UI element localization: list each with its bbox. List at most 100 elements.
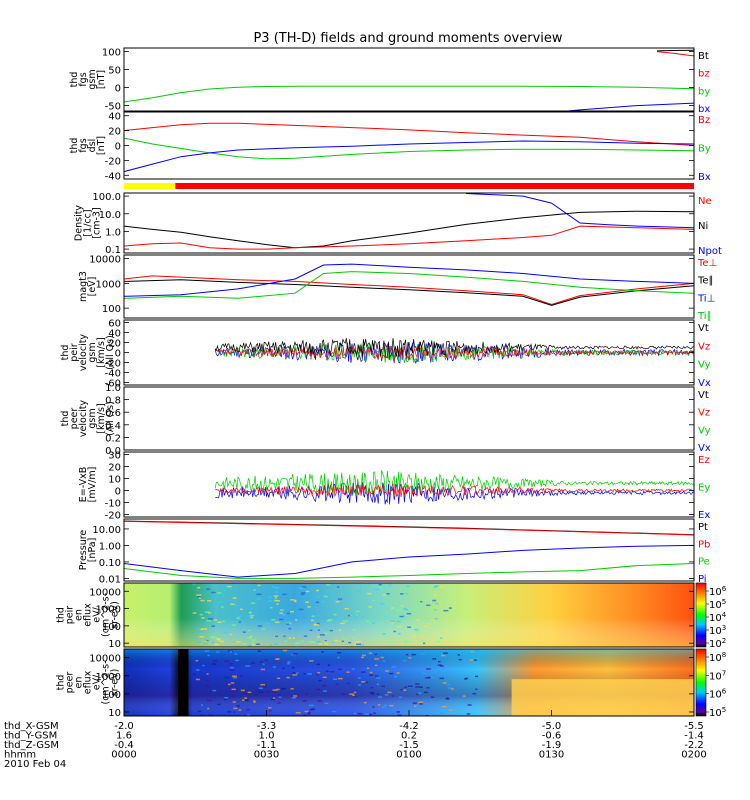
legend-entry: Ez	[698, 455, 710, 466]
panel-frame	[123, 582, 695, 648]
y-axis-label: thd	[60, 411, 71, 427]
y-axis-label: magt3	[78, 271, 89, 302]
legend-entry: Bx	[698, 172, 711, 183]
y-tick-label: 50	[108, 66, 121, 77]
status-bar-red	[175, 183, 695, 189]
legend-entry: Vy	[698, 360, 711, 371]
panel-frame	[123, 451, 695, 518]
panel-frame	[123, 47, 695, 112]
series-line-Bt	[656, 49, 694, 52]
legend-entry: Pi	[698, 574, 707, 585]
y-axis-label: Pressure	[78, 530, 89, 571]
legend-entry: Ti∥	[697, 311, 712, 322]
footer-value: -5.5	[684, 721, 704, 732]
series-line-Pi	[124, 544, 694, 578]
noise-trace	[214, 470, 694, 496]
y-tick-label: -40	[105, 171, 121, 182]
noise-trace	[214, 343, 694, 361]
series-line-by	[124, 85, 694, 103]
y-tick-label: 10	[108, 639, 121, 650]
y-tick-label: 30	[108, 450, 121, 461]
y-axis-label: [cm-3]	[92, 207, 103, 238]
footer-value: -2.0	[114, 721, 134, 732]
series-line-Pb	[124, 520, 694, 536]
noise-trace	[215, 483, 694, 498]
panel-plot-area	[124, 49, 694, 111]
y-tick-label: 1.00	[99, 541, 121, 552]
status-bar-yellow	[124, 183, 176, 189]
footer: thd_X-GSM -2.0 -3.3 -4.2 -5.0 -5.5 thd_Y-GSM 1.…	[4, 710, 707, 770]
spectrogram-texture	[193, 649, 480, 716]
series-line-Te∥	[124, 279, 694, 306]
legend-entry: by	[698, 86, 710, 97]
y-tick-label: 0	[115, 84, 121, 95]
legend-entry: Pb	[698, 539, 710, 550]
colorbar	[695, 648, 707, 717]
colorbar-tick-label: 106	[709, 585, 727, 598]
panel-plot-area	[124, 263, 694, 306]
y-axis-label: peir	[69, 343, 80, 362]
legend-entry: By	[698, 144, 711, 155]
panel-frame	[123, 111, 695, 180]
status-bar	[124, 183, 695, 189]
footer-value: 1.6	[116, 731, 132, 742]
spectrogram-hot-region	[511, 679, 694, 716]
panel-plot-area	[124, 583, 694, 647]
y-tick-label: 0.4	[105, 421, 121, 432]
y-tick-label: -10	[105, 499, 121, 510]
legend-entry: bx	[698, 104, 710, 115]
panel-peer-velocity: Vt Vz Vy Vx 1.0 0.80.6 0.40.2 0.0 thdpeervelocit…	[60, 383, 711, 457]
panel-frame	[123, 254, 695, 319]
y-axis-label: (All Qs)	[105, 401, 116, 436]
y-axis-label: [km/s]	[96, 403, 107, 433]
y-tick-label: 10.0	[99, 210, 121, 221]
y-axis-label: E=-VxB	[78, 467, 89, 502]
panel-frame	[123, 192, 695, 254]
y-axis-label: dsl	[87, 139, 98, 153]
y-axis-label: gsm	[87, 69, 98, 89]
colorbar-tick-label: 105	[709, 598, 726, 611]
y-tick-label: -20	[105, 511, 121, 522]
footer-value: 0.2	[401, 731, 417, 742]
footer-value: -1.9	[542, 740, 562, 751]
y-axis-label: sr-eV)	[110, 669, 121, 697]
footer-row-label: thd_X-GSM	[4, 721, 59, 732]
series-line-Bx	[124, 140, 694, 173]
footer-value: 0130	[539, 750, 564, 761]
legend-entry: Ne	[698, 196, 712, 207]
y-tick-label: 20	[108, 127, 121, 138]
y-tick-label: -20	[105, 156, 121, 167]
panel-temperature: Te⊥ Te∥ Ti⊥ Ti∥ 10000 1000 100 magt3[eV]	[78, 254, 717, 322]
footer-value: -1.4	[684, 731, 704, 742]
y-tick-label: 20	[108, 462, 121, 473]
legend-entry: Bz	[698, 115, 710, 126]
legend-entry: Vz	[698, 408, 710, 419]
legend-entry: Bt	[698, 51, 709, 62]
y-axis-label: thd	[69, 138, 80, 154]
footer-value: -2.2	[684, 740, 704, 751]
y-axis-label: [nT]	[96, 136, 107, 155]
colorbar-tick-label: 103	[709, 624, 726, 637]
legend-entry: Ni	[698, 221, 708, 232]
legend-entry: bz	[698, 69, 710, 80]
colorbar-tick-label: 105	[709, 706, 726, 719]
y-tick-label: 1000	[96, 672, 121, 683]
y-axis-label: (cm^2-s-	[101, 593, 112, 637]
y-axis-label: [nT]	[96, 70, 107, 89]
footer-value: -5.0	[542, 721, 562, 732]
y-axis-label: [1/cc]	[83, 209, 94, 236]
panel-density: Ne Ni Npot 100.0 10.0 1.0 0.1 Density[1/cc][cm-…	[74, 192, 722, 257]
y-tick-label: 0.0	[105, 446, 121, 457]
y-axis-label: thd	[56, 607, 67, 623]
series-line-Bz	[124, 122, 694, 146]
y-tick-label: -20	[105, 359, 121, 370]
y-tick-label: 40	[108, 112, 121, 123]
legend-entry: Te⊥	[697, 258, 717, 269]
y-axis-label: eflux	[83, 603, 94, 627]
legend-entry: Vy	[698, 425, 711, 436]
series-line-By	[124, 137, 694, 160]
legend-entry: Vz	[698, 341, 710, 352]
y-axis-label: [mV/m]	[87, 467, 98, 503]
